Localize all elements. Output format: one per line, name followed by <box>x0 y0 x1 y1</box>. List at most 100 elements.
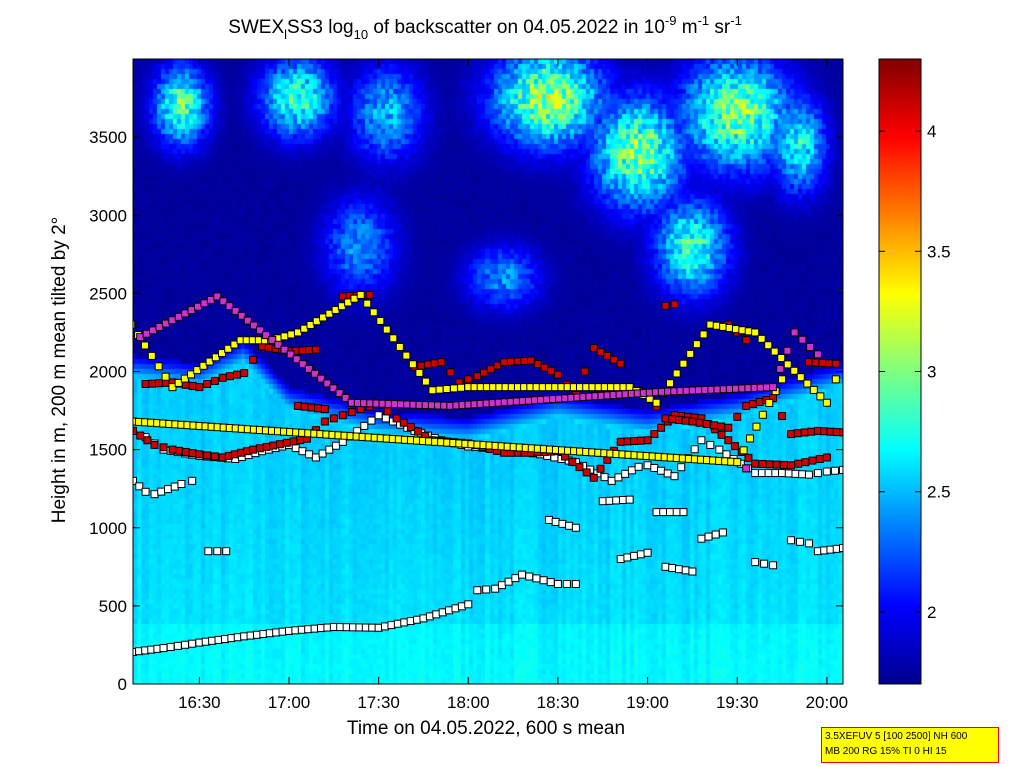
x-tick-label: 18:30 <box>537 693 580 712</box>
detection-marker <box>493 361 502 370</box>
detection-marker <box>280 332 289 341</box>
detection-marker <box>811 358 820 367</box>
detection-marker <box>757 334 766 343</box>
detection-marker <box>739 446 748 455</box>
y-tick-label: 500 <box>99 597 127 616</box>
detection-marker <box>320 405 329 413</box>
detection-marker <box>668 415 677 424</box>
detection-marker <box>428 386 437 395</box>
detection-marker <box>796 373 805 382</box>
detection-marker <box>798 335 807 344</box>
detection-marker <box>486 365 495 374</box>
detection-marker <box>232 370 241 379</box>
detection-marker <box>224 344 233 353</box>
detection-marker <box>674 415 683 424</box>
detection-marker <box>135 482 144 491</box>
detection-marker <box>406 423 415 432</box>
detection-marker <box>568 457 577 466</box>
detection-marker <box>323 379 332 388</box>
detection-marker <box>711 530 720 539</box>
detection-marker <box>547 367 556 376</box>
detection-marker <box>161 372 170 381</box>
detection-marker <box>758 460 767 468</box>
detection-marker <box>249 355 258 364</box>
y-axis: 0 500 1000 1500 2000 2500 3000 3500 <box>89 128 843 694</box>
detection-marker <box>715 445 724 454</box>
detection-marker <box>790 328 799 337</box>
detection-marker <box>381 414 390 423</box>
detection-marker <box>544 515 553 524</box>
detection-marker <box>839 544 843 553</box>
detection-marker <box>298 346 307 355</box>
detection-marker <box>783 346 792 355</box>
detection-marker <box>540 363 549 372</box>
detection-marker <box>195 450 204 459</box>
detection-marker <box>174 378 183 387</box>
detection-marker <box>286 350 295 359</box>
y-tick-label: 2000 <box>89 363 127 382</box>
detection-marker <box>688 567 697 576</box>
detection-marker <box>704 532 713 541</box>
detection-marker <box>367 416 376 425</box>
detection-marker <box>180 640 189 649</box>
detection-marker <box>230 340 239 349</box>
info-line-2: MB 200 RG 15% TI 0 HI 15 <box>825 746 947 757</box>
detection-marker <box>722 450 731 459</box>
detection-marker <box>813 350 822 359</box>
detection-marker <box>815 455 824 463</box>
detection-marker <box>143 436 152 445</box>
detection-marker <box>776 364 785 373</box>
detection-marker <box>513 357 522 366</box>
detection-marker <box>317 374 326 383</box>
detection-marker <box>435 385 444 394</box>
detection-marker <box>596 347 605 356</box>
detection-marker <box>520 356 529 365</box>
detection-marker <box>630 551 639 560</box>
detection-marker <box>399 418 408 427</box>
detection-marker <box>262 442 271 451</box>
detection-marker <box>500 358 509 367</box>
detection-marker <box>305 346 314 355</box>
detection-marker <box>634 462 643 471</box>
detection-marker <box>787 461 796 470</box>
detection-marker <box>518 570 527 579</box>
detection-marker <box>571 523 580 532</box>
detection-marker <box>558 519 567 528</box>
detection-marker <box>532 574 541 583</box>
detection-marker <box>804 539 813 548</box>
detection-marker <box>818 358 827 367</box>
detection-marker <box>659 508 668 517</box>
detection-marker <box>724 423 733 432</box>
detection-marker <box>497 581 506 590</box>
x-tick-label: 16:30 <box>178 693 221 712</box>
detection-marker <box>383 407 392 416</box>
detection-marker <box>742 401 751 410</box>
detection-marker <box>652 398 661 407</box>
detection-marker <box>764 341 773 350</box>
detection-marker <box>636 436 645 445</box>
y-tick-label: 0 <box>118 675 127 694</box>
detection-marker <box>672 508 681 517</box>
detection-marker <box>598 497 607 506</box>
detection-marker <box>154 362 163 371</box>
detection-marker <box>623 437 632 446</box>
detection-marker <box>778 375 787 384</box>
detection-marker <box>575 463 584 472</box>
detection-marker <box>210 376 219 385</box>
detection-marker <box>717 430 726 439</box>
detection-marker <box>809 385 818 394</box>
y-tick-label: 3500 <box>89 128 127 147</box>
detection-marker <box>341 393 350 402</box>
detection-marker <box>280 345 289 354</box>
detection-marker <box>311 453 320 462</box>
detection-marker <box>249 321 258 330</box>
detection-marker <box>335 389 344 398</box>
detection-marker <box>482 585 491 594</box>
detection-marker <box>748 399 757 408</box>
detection-marker <box>311 345 320 354</box>
detection-marker <box>193 366 202 375</box>
detection-marker <box>533 360 542 369</box>
detection-marker <box>511 574 520 583</box>
detection-marker <box>752 422 761 431</box>
